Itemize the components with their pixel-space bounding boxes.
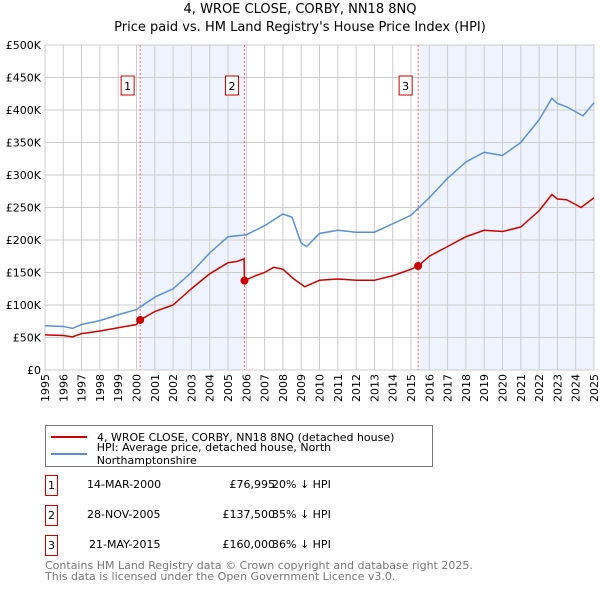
footer-licence: This data is licensed under the Open Gov… bbox=[45, 570, 396, 583]
sale-label: 3 bbox=[402, 80, 409, 93]
x-tick-label: 2005 bbox=[222, 374, 235, 402]
x-tick-label: 2004 bbox=[204, 374, 217, 402]
x-tick-label: 2014 bbox=[387, 374, 400, 402]
legend-label: HPI: Average price, detached house, Nort… bbox=[96, 441, 332, 467]
x-tick-label: 1998 bbox=[94, 374, 107, 402]
x-tick-label: 2000 bbox=[131, 374, 144, 402]
series-line bbox=[44, 97, 595, 330]
sale-point bbox=[240, 276, 249, 285]
plot-border bbox=[44, 44, 595, 371]
y-tick-label: £100K bbox=[6, 299, 42, 312]
legend-swatch-red bbox=[51, 436, 87, 438]
x-tick-label: 2021 bbox=[515, 374, 528, 402]
y-tick-label: £450K bbox=[6, 72, 42, 85]
x-tick-label: 2017 bbox=[442, 374, 455, 402]
sale-point bbox=[136, 315, 145, 324]
sale-row: 1 14-MAR-2000 £76,995 20% ↓ HPI bbox=[45, 475, 445, 496]
x-tick-label: 2022 bbox=[533, 374, 546, 402]
chart-plot: 1995 1996 1997 1998 1999 2000 2001 2002 2003 2004… bbox=[6, 39, 600, 402]
x-tick-label: 2019 bbox=[478, 374, 491, 402]
x-tick-label: 2002 bbox=[167, 374, 180, 402]
legend-label: 4, WROE CLOSE, CORBY, NN18 8NQ (detached… bbox=[97, 430, 395, 444]
sale-date: 21-MAY-2015 bbox=[89, 538, 161, 551]
x-tick-label: 2006 bbox=[240, 374, 253, 402]
x-tick-label: 2018 bbox=[460, 374, 473, 402]
x-tick-label: 2001 bbox=[149, 374, 162, 402]
x-tick-label: 2013 bbox=[368, 374, 381, 402]
x-tick-label: 1999 bbox=[112, 374, 125, 402]
sale-label-box bbox=[398, 75, 413, 96]
sale-label-box bbox=[224, 75, 239, 96]
x-tick-label: 2009 bbox=[295, 374, 308, 402]
sale-row: 2 28-NOV-2005 £137,500 35% ↓ HPI bbox=[45, 505, 445, 526]
y-tick-label: £500K bbox=[6, 39, 42, 52]
legend-item-property: 4, WROE CLOSE, CORBY, NN18 8NQ (detached… bbox=[46, 429, 394, 445]
x-tick-label: 1995 bbox=[39, 374, 52, 402]
y-tick-label: £250K bbox=[6, 202, 42, 215]
x-tick-label: 2016 bbox=[423, 374, 436, 402]
sale-marker-badge: 2 bbox=[45, 505, 58, 526]
y-tick-label: £150K bbox=[6, 267, 42, 280]
sale-label: 2 bbox=[228, 80, 235, 93]
footer-copyright: Contains HM Land Registry data © Crown c… bbox=[45, 559, 473, 572]
sale-hpi-diff: 20% ↓ HPI bbox=[272, 478, 331, 491]
sale-label-box bbox=[120, 75, 135, 96]
y-tick-label: £50K bbox=[13, 332, 42, 345]
y-tick-label: £300K bbox=[6, 169, 42, 182]
x-tick-label: 2008 bbox=[277, 374, 290, 402]
sale-point bbox=[414, 262, 423, 270]
y-tick-label: £400K bbox=[6, 104, 42, 117]
x-tick-label: 2020 bbox=[497, 374, 510, 402]
x-tick-label: 2007 bbox=[259, 374, 272, 402]
chart-subtitle: Price paid vs. HM Land Registry's House … bbox=[114, 20, 486, 35]
y-tick-label: £200K bbox=[6, 234, 42, 247]
x-tick-label: 1996 bbox=[57, 374, 70, 402]
sale-hpi-diff: 36% ↓ HPI bbox=[272, 538, 331, 551]
x-tick-label: 2011 bbox=[332, 374, 345, 402]
x-tick-label: 2024 bbox=[570, 374, 583, 402]
sale-marker-badge: 1 bbox=[45, 475, 58, 496]
sale-date: 14-MAR-2000 bbox=[87, 478, 162, 491]
sale-price: £137,500 bbox=[222, 508, 276, 521]
x-tick-label: 2025 bbox=[588, 374, 600, 402]
sale-label: 1 bbox=[124, 80, 131, 93]
y-tick-label: £0 bbox=[27, 364, 41, 377]
sale-price: £160,000 bbox=[222, 538, 276, 551]
x-tick-label: 2023 bbox=[551, 374, 564, 402]
x-tick-label: 2010 bbox=[314, 374, 327, 402]
legend-swatch-blue bbox=[51, 453, 87, 455]
footer: Contains HM Land Registry data © Crown c… bbox=[45, 560, 473, 582]
sale-hpi-diff: 35% ↓ HPI bbox=[272, 508, 331, 521]
sale-marker-badge: 3 bbox=[45, 535, 58, 556]
x-tick-label: 2003 bbox=[185, 374, 198, 402]
sale-price: £76,995 bbox=[229, 478, 276, 491]
sale-row: 3 21-MAY-2015 £160,000 36% ↓ HPI bbox=[45, 535, 445, 556]
y-tick-label: £350K bbox=[6, 137, 42, 150]
x-tick-label: 1997 bbox=[76, 374, 89, 402]
chart-title: 4, WROE CLOSE, CORBY, NN18 8NQ bbox=[183, 2, 417, 17]
legend-item-hpi: HPI: Average price, detached house, Nort… bbox=[46, 441, 432, 467]
sale-date: 28-NOV-2005 bbox=[87, 508, 161, 521]
legend: 4, WROE CLOSE, CORBY, NN18 8NQ (detached… bbox=[45, 425, 433, 467]
x-tick-label: 2015 bbox=[405, 374, 418, 402]
x-tick-label: 2012 bbox=[350, 374, 363, 402]
